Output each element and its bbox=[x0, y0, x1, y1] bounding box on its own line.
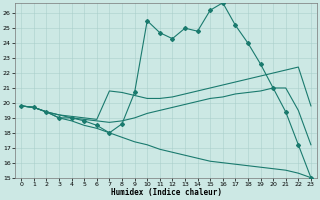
X-axis label: Humidex (Indice chaleur): Humidex (Indice chaleur) bbox=[111, 188, 221, 197]
